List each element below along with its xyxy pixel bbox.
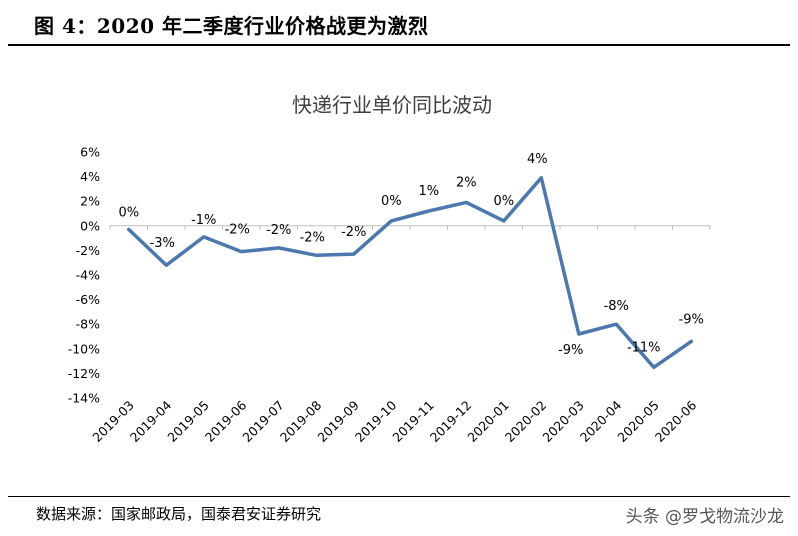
y-tick-label: 2% <box>80 194 100 209</box>
data-label: -2% <box>341 225 366 240</box>
series-group <box>127 176 694 370</box>
top-rule <box>8 44 790 46</box>
bottom-rule <box>8 496 790 497</box>
data-label: 4% <box>527 152 548 167</box>
data-label: -9% <box>558 343 583 358</box>
y-tick-label: -10% <box>68 341 100 356</box>
data-label: 1% <box>418 184 439 199</box>
data-label: -2% <box>300 230 325 245</box>
series-line <box>127 176 694 370</box>
data-label: 0% <box>381 194 402 209</box>
data-label: -1% <box>191 213 216 228</box>
y-axis-ticks: 6% 4% 2% 0% -2% -4% -6% -8% -10% -12% -14% <box>68 145 100 406</box>
data-label: -3% <box>150 236 175 251</box>
x-tick-label: 2020-06 <box>652 397 700 445</box>
y-tick-label: -14% <box>68 391 100 406</box>
data-label: 2% <box>456 175 477 190</box>
data-label: -9% <box>679 312 704 327</box>
y-tick-label: -12% <box>68 366 100 381</box>
watermark: 头条 @罗戈物流沙龙 <box>625 507 784 527</box>
data-label: 0% <box>493 194 514 209</box>
source-note: 数据来源：国家邮政局，国泰君安证券研究 <box>36 505 322 523</box>
data-labels: 0% -3% -1% -2% -2% -2% -2% 0% 1% 2% 0% 4% -9% -8% -11%… <box>118 152 703 358</box>
data-label: 0% <box>118 205 139 220</box>
data-label: -11% <box>627 340 661 355</box>
figure-title: 图 4：2020 年二季度行业价格战更为激烈 <box>34 14 429 38</box>
data-label: -8% <box>604 299 629 314</box>
y-tick-label: -6% <box>76 292 100 307</box>
y-tick-label: -2% <box>76 243 100 258</box>
y-tick-label: 4% <box>80 169 100 184</box>
x-axis: 2019-032019-042019-052019-062019-072019-… <box>89 225 711 445</box>
y-tick-label: -4% <box>76 268 100 283</box>
y-tick-label: -8% <box>76 317 100 332</box>
chart-title: 快递行业单价同比波动 <box>292 93 492 117</box>
data-label: -2% <box>225 223 250 238</box>
y-tick-label: 6% <box>80 145 100 160</box>
y-tick-label: 0% <box>80 218 100 233</box>
data-label: -2% <box>266 223 291 238</box>
